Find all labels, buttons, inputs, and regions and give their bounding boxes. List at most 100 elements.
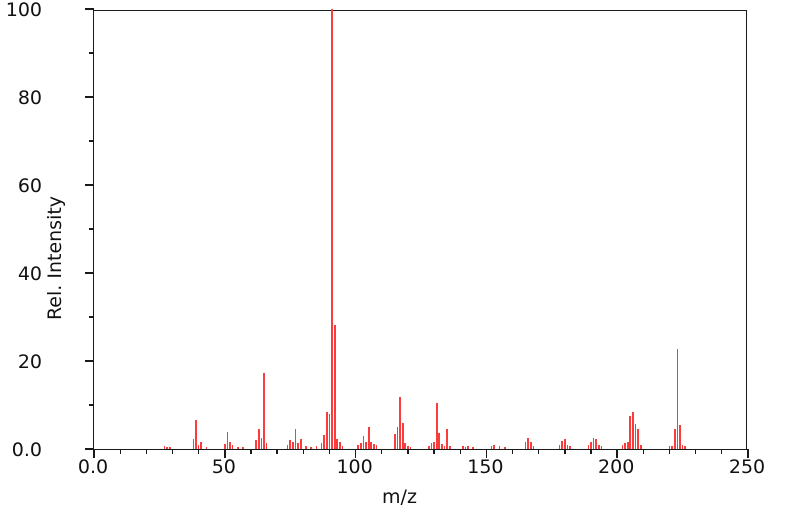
x-tick-minor bbox=[302, 449, 304, 454]
y-tick-minor bbox=[89, 404, 94, 406]
spectrum-peak bbox=[590, 441, 592, 449]
spectrum-peak bbox=[632, 412, 634, 449]
x-tick-minor bbox=[171, 449, 174, 454]
spectrum-peak bbox=[433, 442, 435, 449]
spectrum-peak bbox=[639, 445, 642, 449]
spectrum-peak bbox=[265, 442, 268, 449]
spectrum-peak bbox=[401, 422, 404, 449]
spectrum-peak bbox=[373, 443, 375, 449]
spectrum-peak bbox=[393, 433, 396, 449]
spectrum-peak bbox=[255, 439, 258, 449]
spectrum-peak bbox=[448, 446, 451, 449]
spectrum-peak bbox=[472, 446, 475, 449]
spectrum-peak bbox=[396, 427, 399, 449]
spectrum-peak bbox=[558, 445, 561, 449]
spectrum-peak bbox=[231, 445, 234, 449]
spectrum-peak bbox=[524, 442, 527, 449]
spectrum-peak bbox=[163, 446, 166, 449]
spectrum-peak bbox=[370, 442, 373, 449]
spectrum-peak bbox=[569, 445, 571, 449]
spectrum-peak bbox=[362, 435, 365, 449]
spectrum-peak bbox=[443, 445, 446, 449]
spectrum-peak bbox=[566, 444, 569, 449]
x-tick-minor bbox=[407, 449, 409, 454]
y-tick-major bbox=[85, 8, 94, 10]
spectrum-peak bbox=[498, 446, 501, 449]
x-tick-minor bbox=[721, 449, 723, 454]
x-tick-label: 200 bbox=[598, 456, 635, 478]
spectrum-peak bbox=[407, 445, 409, 449]
spectrum-peak bbox=[257, 428, 260, 449]
x-tick-major bbox=[354, 449, 357, 458]
x-tick-minor bbox=[197, 449, 200, 454]
x-tick-minor bbox=[145, 449, 147, 454]
spectrum-peak bbox=[673, 428, 676, 449]
y-tick-label: 20 bbox=[17, 351, 42, 373]
spectrum-peak bbox=[325, 412, 328, 449]
x-tick-minor bbox=[564, 449, 566, 454]
x-tick-minor bbox=[642, 449, 644, 454]
spectrum-peak bbox=[404, 442, 407, 449]
spectrum-peak bbox=[323, 435, 326, 449]
spectrum-peak bbox=[409, 446, 412, 449]
x-tick-minor bbox=[381, 449, 383, 454]
x-tick-minor bbox=[668, 449, 671, 454]
y-tick-label: 40 bbox=[17, 263, 42, 285]
spectrum-peak bbox=[341, 446, 344, 449]
spectrum-peak bbox=[503, 446, 506, 449]
spectrum-peak bbox=[357, 445, 360, 449]
spectrum-peak bbox=[634, 424, 637, 449]
spectrum-peak bbox=[561, 440, 564, 449]
spectrum-peak bbox=[493, 445, 496, 449]
y-tick-minor bbox=[89, 228, 94, 230]
spectrum-peak bbox=[260, 438, 263, 449]
spectrum-peak bbox=[333, 324, 336, 449]
spectrum-peak bbox=[367, 427, 370, 449]
spectrum-peak bbox=[587, 444, 590, 449]
spectrum-peak bbox=[435, 402, 438, 449]
spectrum-peak bbox=[205, 446, 208, 449]
spectrum-peak bbox=[359, 443, 362, 449]
x-tick-label: 50 bbox=[211, 456, 236, 478]
spectrum-peak bbox=[446, 428, 448, 449]
y-tick-major bbox=[85, 184, 94, 186]
spectrum-peak bbox=[676, 349, 679, 449]
spectrum-peak bbox=[192, 438, 195, 449]
spectrum-peak bbox=[684, 446, 687, 449]
y-tick-major bbox=[85, 448, 94, 450]
spectrum-peak bbox=[195, 420, 197, 449]
plot-area bbox=[85, 8, 749, 458]
spectrum-peaks bbox=[94, 9, 746, 449]
spectrum-peak bbox=[595, 438, 598, 449]
x-tick-label: 0.0 bbox=[77, 456, 109, 478]
spectrum-peak bbox=[629, 416, 632, 449]
spectrum-peak bbox=[490, 445, 493, 449]
y-tick-major bbox=[85, 96, 94, 98]
spectrum-peak bbox=[671, 445, 673, 449]
spectrum-peak bbox=[464, 446, 467, 449]
spectrum-peak bbox=[679, 425, 681, 449]
spectrum-peak bbox=[263, 372, 265, 449]
spectrum-peak bbox=[328, 413, 331, 449]
x-tick-major bbox=[485, 449, 488, 458]
spectrum-peak bbox=[223, 443, 226, 449]
y-tick-major bbox=[85, 272, 94, 274]
spectrum-peak bbox=[226, 432, 229, 449]
x-tick-major bbox=[616, 449, 618, 458]
spectrum-peak bbox=[600, 446, 603, 449]
spectrum-peak bbox=[399, 396, 401, 449]
spectrum-peak bbox=[242, 447, 244, 449]
y-tick-minor bbox=[89, 52, 94, 54]
spectrum-peak bbox=[336, 439, 339, 449]
y-tick-minor bbox=[89, 316, 94, 318]
x-tick-minor bbox=[538, 449, 540, 454]
x-tick-minor bbox=[276, 449, 278, 454]
y-axis-label: Rel. Intensity bbox=[44, 195, 66, 321]
spectrum-peak bbox=[197, 444, 200, 449]
spectrum-peak bbox=[200, 441, 203, 449]
spectrum-peak bbox=[297, 443, 299, 449]
spectrum-peak bbox=[320, 442, 323, 449]
spectrum-peak bbox=[237, 447, 239, 449]
x-tick-minor bbox=[695, 449, 697, 454]
